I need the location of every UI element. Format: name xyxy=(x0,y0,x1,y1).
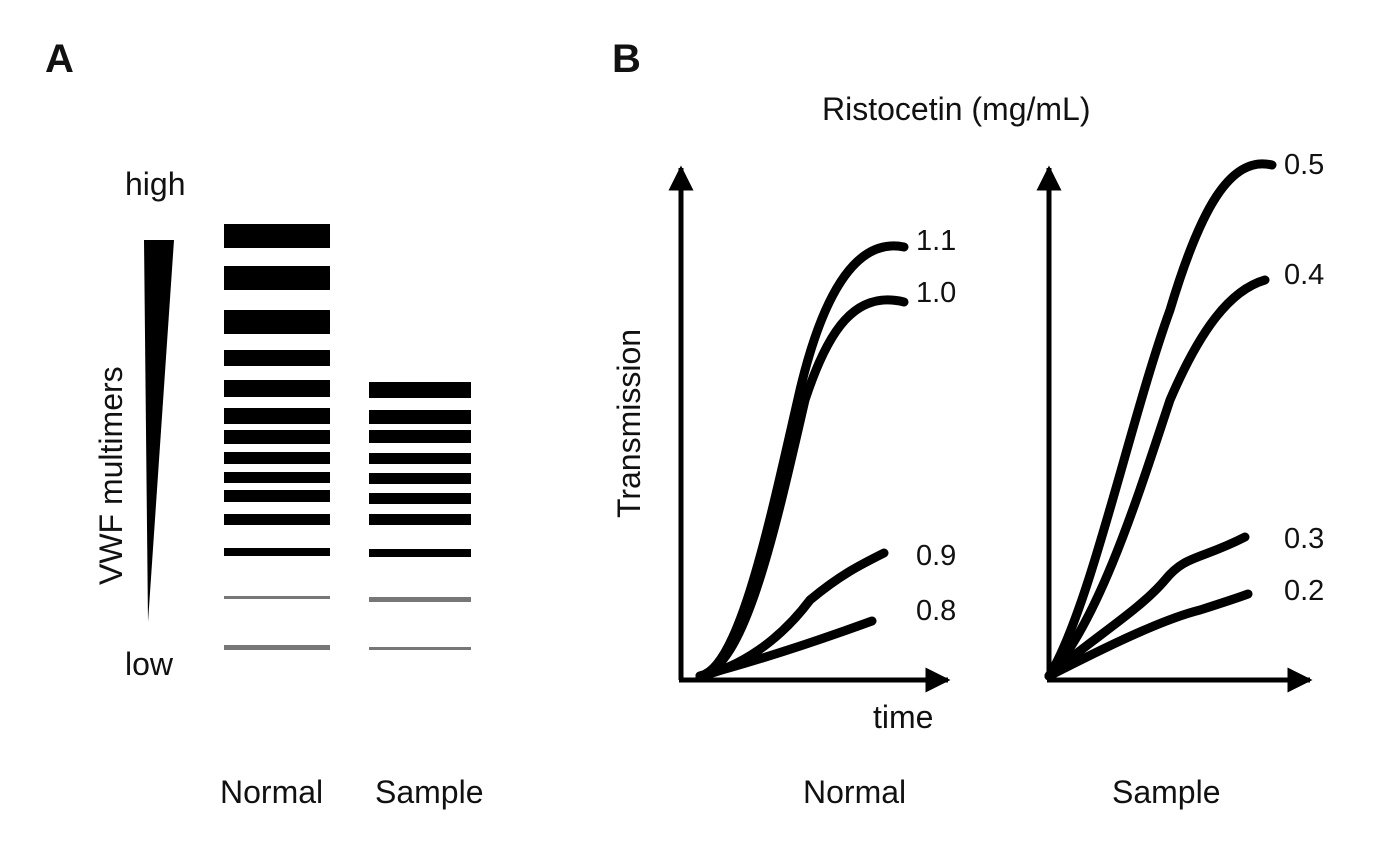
panel-b: B Ristocetin (mg/mL) Transmission time 1… xyxy=(611,37,1324,810)
band xyxy=(369,453,471,464)
time-axis-label: time xyxy=(873,699,933,735)
band xyxy=(224,548,330,556)
plot-label-sample: Sample xyxy=(1112,774,1221,810)
curve-label-0-3: 0.3 xyxy=(1284,523,1324,555)
curve-label-1-0: 1.0 xyxy=(916,277,956,309)
curve-1-0 xyxy=(695,295,909,681)
curve-label-0-4: 0.4 xyxy=(1284,259,1324,291)
band xyxy=(369,549,471,557)
low-label: low xyxy=(125,646,174,682)
band xyxy=(224,380,330,397)
curve-0-8 xyxy=(695,616,877,681)
band xyxy=(369,493,471,504)
panel-b-label: B xyxy=(612,37,641,81)
ristocetin-title: Ristocetin (mg/mL) xyxy=(822,91,1091,127)
curve-0-5 xyxy=(1044,159,1277,681)
band xyxy=(224,596,330,599)
band xyxy=(224,514,330,525)
band xyxy=(224,430,330,444)
aggregometry-plot-sample: 0.5 0.4 0.3 0.2 Sample xyxy=(1036,149,1324,810)
curve-label-1-1: 1.1 xyxy=(916,225,956,257)
band xyxy=(224,350,330,366)
curve-label-0-5: 0.5 xyxy=(1284,149,1324,181)
transmission-axis-label: Transmission xyxy=(611,329,647,518)
curve-0-3 xyxy=(1044,532,1250,681)
lane-label-normal: Normal xyxy=(220,774,323,810)
band xyxy=(224,310,330,334)
band xyxy=(224,408,330,424)
band xyxy=(369,647,471,650)
sample-lane-bands xyxy=(369,382,471,650)
band xyxy=(369,597,471,602)
band xyxy=(369,473,471,484)
band xyxy=(369,514,471,525)
band xyxy=(224,266,330,290)
multimer-size-wedge xyxy=(144,240,174,622)
band xyxy=(224,472,330,483)
curve-0-4 xyxy=(1044,275,1270,681)
curve-0-2 xyxy=(1044,589,1253,681)
normal-lane-bands xyxy=(224,224,330,650)
vwf-multimers-axis-label: VWF multimers xyxy=(93,366,129,585)
high-label: high xyxy=(125,166,186,202)
curve-label-0-8: 0.8 xyxy=(916,595,956,627)
band xyxy=(224,452,330,464)
band xyxy=(369,382,471,398)
aggregometry-plot-normal: time 1.1 1.0 0.9 0.8 Normal xyxy=(668,165,956,810)
lane-label-sample: Sample xyxy=(375,774,484,810)
band xyxy=(224,490,330,502)
band xyxy=(224,224,330,248)
band xyxy=(369,430,471,443)
band xyxy=(369,410,471,424)
panel-a: A high low VWF multimers xyxy=(45,37,484,810)
panel-a-label: A xyxy=(45,37,74,81)
curve-label-0-2: 0.2 xyxy=(1284,575,1324,607)
band xyxy=(224,645,330,650)
curve-label-0-9: 0.9 xyxy=(916,540,956,572)
plot-label-normal: Normal xyxy=(803,774,906,810)
